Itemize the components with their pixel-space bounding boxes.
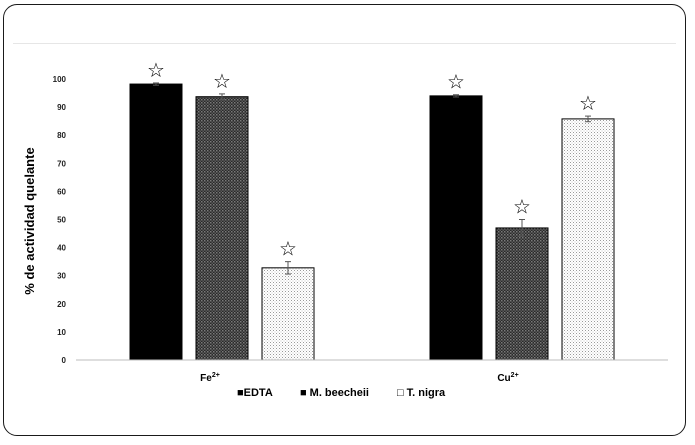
y-tick-label-50: 50 xyxy=(57,216,66,225)
significance-star-t-nigra-cu: ☆ xyxy=(579,91,597,115)
y-tick-label-40: 40 xyxy=(57,244,66,253)
y-tick-label-0: 0 xyxy=(62,356,67,365)
legend-item-m-beecheii: ■ M. beecheii xyxy=(300,387,369,399)
y-tick-label-10: 10 xyxy=(57,328,66,337)
legend-symbol-m-beecheii: ■ xyxy=(300,387,307,399)
legend-label-edta: EDTA xyxy=(244,387,273,399)
y-tick-label-100: 100 xyxy=(53,75,67,84)
category-label-cu: Cu2+ xyxy=(497,372,518,384)
significance-star-m-beecheii-fe: ☆ xyxy=(213,69,231,93)
legend: ■EDTA ■ M. beecheii □ T. nigra xyxy=(237,387,446,399)
category-base-fe: Fe xyxy=(200,373,212,384)
significance-star-edta-fe: ☆ xyxy=(147,58,165,82)
significance-star-t-nigra-fe: ☆ xyxy=(279,237,297,261)
category-sup-cu: 2+ xyxy=(511,372,519,379)
category-sup-fe: 2+ xyxy=(212,372,220,379)
y-tick-label-90: 90 xyxy=(57,103,66,112)
bar-m-beecheii-cu xyxy=(495,227,549,361)
bar-edta-fe xyxy=(129,83,183,361)
bar-m-beecheii-fe xyxy=(195,96,249,361)
legend-label-m-beecheii: M. beecheii xyxy=(310,387,369,399)
legend-symbol-t-nigra: □ xyxy=(397,387,404,399)
category-base-cu: Cu xyxy=(497,373,510,384)
significance-star-m-beecheii-cu: ☆ xyxy=(513,195,531,219)
y-tick-label-30: 30 xyxy=(57,272,66,281)
top-rule xyxy=(13,43,676,44)
legend-label-t-nigra: T. nigra xyxy=(407,387,446,399)
y-tick-label-80: 80 xyxy=(57,131,66,140)
category-label-fe: Fe2+ xyxy=(200,372,220,384)
significance-star-edta-cu: ☆ xyxy=(447,70,465,94)
bar-edta-cu xyxy=(429,95,483,361)
y-tick-label-70: 70 xyxy=(57,159,66,168)
legend-item-edta: ■EDTA xyxy=(237,387,273,399)
bar-t-nigra-cu xyxy=(561,118,615,361)
legend-symbol-edta: ■ xyxy=(237,387,244,399)
y-tick-label-20: 20 xyxy=(57,300,66,309)
bar-t-nigra-fe xyxy=(261,267,315,361)
y-axis-label: % de actividad quelante xyxy=(22,147,37,294)
legend-item-t-nigra: □ T. nigra xyxy=(397,387,446,399)
y-tick-label-60: 60 xyxy=(57,187,66,196)
